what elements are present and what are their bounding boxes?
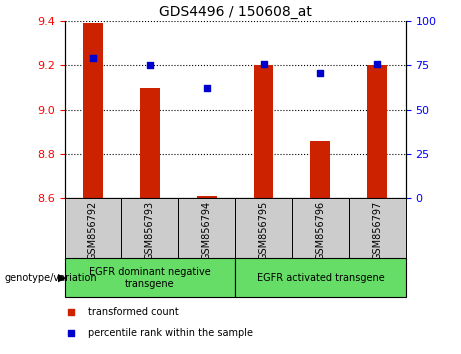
Point [260,61,267,67]
Text: ▶: ▶ [58,273,66,283]
Bar [235,198,292,258]
Text: EGFR dominant negative
transgene: EGFR dominant negative transgene [89,267,211,289]
Bar [292,198,349,258]
Bar [235,258,406,297]
Title: GDS4496 / 150608_at: GDS4496 / 150608_at [159,5,312,19]
Bar [254,65,273,198]
Point [68,309,75,315]
Point [89,56,97,61]
Bar [367,65,387,198]
Text: transformed count: transformed count [89,307,179,318]
Bar [121,198,178,258]
Bar [65,198,121,258]
Text: GSM856794: GSM856794 [201,201,212,261]
Point [146,63,154,68]
Text: genotype/variation: genotype/variation [5,273,97,283]
Point [317,70,324,75]
Text: GSM856797: GSM856797 [372,201,382,261]
Point [68,330,75,336]
Bar [83,23,103,198]
Text: percentile rank within the sample: percentile rank within the sample [89,328,254,338]
Bar [178,198,235,258]
Text: GSM856795: GSM856795 [259,201,269,261]
Point [373,61,381,67]
Text: EGFR activated transgene: EGFR activated transgene [256,273,384,283]
Bar [140,88,160,198]
Text: GSM856792: GSM856792 [88,201,98,261]
Point [203,86,210,91]
Bar [349,198,406,258]
Bar [65,258,235,297]
Text: GSM856796: GSM856796 [315,201,325,261]
Bar [310,141,331,198]
Text: GSM856793: GSM856793 [145,201,155,261]
Bar [197,196,217,198]
